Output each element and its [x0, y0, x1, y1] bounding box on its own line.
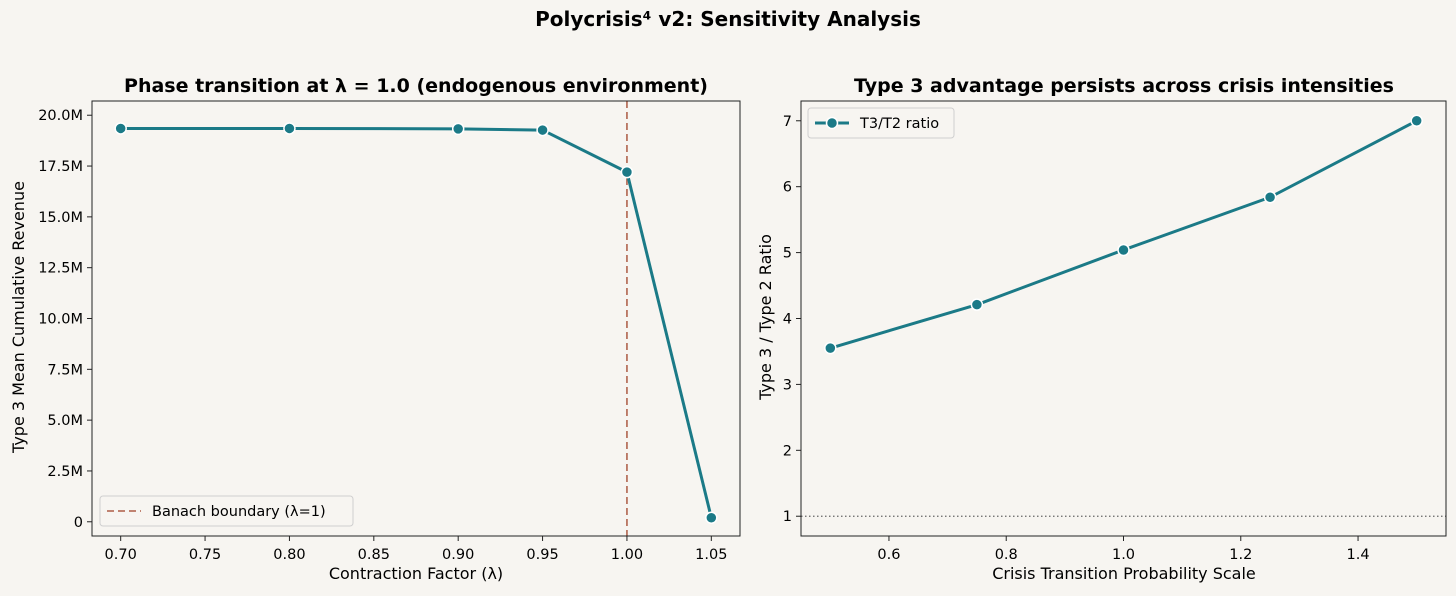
left-x-axis-label: Contraction Factor (λ) — [329, 564, 503, 583]
right-y-tick-label-0: 1 — [783, 509, 792, 525]
left-x-tick-label-3: 0.85 — [358, 547, 390, 563]
left-data-point-1 — [283, 122, 296, 135]
right-data-point-3 — [1263, 190, 1277, 204]
right-x-tick-label-2: 1.0 — [1112, 547, 1135, 563]
right-data-point-4 — [1410, 114, 1423, 128]
left-y-axis-label: Type 3 Mean Cumulative Revenue — [9, 181, 28, 454]
left-series-line-0 — [119, 126, 713, 520]
left-y-tick-label-2: 5.0M — [47, 413, 83, 429]
right-data-point-2 — [1117, 243, 1130, 257]
left-data-point-0 — [114, 122, 127, 135]
right-legend-box — [807, 107, 955, 139]
left-legend-box — [99, 495, 354, 527]
right-legend: T3/T2 ratio — [807, 107, 955, 139]
left-data-point-2 — [451, 122, 465, 136]
right-series-line-0 — [828, 119, 1419, 350]
left-y-tick-label-1: 2.5M — [47, 464, 83, 480]
figure-suptitle: Polycrisis⁴ v2: Sensitivity Analysis — [535, 7, 921, 31]
left-y-tick-label-7: 17.5M — [38, 159, 83, 175]
right-plot-area: 0.6 0.8 1.0 1.2 1.4 1 2 3 4 5 6 7 T3/T2 ratio — [783, 100, 1447, 563]
left-y-tick-label-3: 7.5M — [47, 362, 83, 378]
left-y-tick-label-4: 10.0M — [38, 312, 83, 328]
right-axes-frame — [800, 100, 1447, 537]
right-x-tick-label-1: 0.8 — [995, 547, 1018, 563]
left-x-tick-label-5: 0.95 — [526, 547, 558, 563]
right-x-axis-label: Crisis Transition Probability Scale — [992, 564, 1256, 583]
left-data-point-5 — [705, 511, 718, 524]
left-data-point-4 — [620, 165, 634, 179]
right-y-axis-label: Type 3 / Type 2 Ratio — [756, 234, 775, 401]
left-plot-area: 0.70 0.75 0.80 0.85 0.90 0.95 1.00 1.05 0 2.5M 5.0… — [38, 100, 741, 563]
left-x-tick-label-2: 0.80 — [273, 547, 305, 563]
left-x-tick-label-0: 0.70 — [105, 547, 137, 563]
left-y-tick-label-0: 0 — [74, 515, 83, 531]
right-chart-title: Type 3 advantage persists across crisis … — [854, 75, 1394, 97]
right-y-tick-label-1: 2 — [783, 443, 792, 459]
right-x-tick-label-4: 1.4 — [1347, 547, 1370, 563]
right-chart-panel: Type 3 advantage persists across crisis … — [756, 75, 1447, 583]
left-chart-title: Phase transition at λ = 1.0 (endogenous … — [124, 75, 708, 97]
right-legend-swatch-marker — [825, 116, 839, 130]
left-y-tick-label-8: 20.0M — [38, 108, 83, 124]
right-legend-label: T3/T2 ratio — [859, 116, 939, 132]
left-y-tick-label-5: 12.5M — [38, 261, 83, 277]
right-y-tick-label-3: 4 — [783, 312, 792, 328]
left-chart-panel: Phase transition at λ = 1.0 (endogenous … — [9, 75, 741, 583]
right-x-tick-label-3: 1.2 — [1229, 547, 1252, 563]
left-legend-label: Banach boundary (λ=1) — [152, 504, 326, 520]
left-legend: Banach boundary (λ=1) — [99, 495, 354, 527]
right-data-point-0 — [824, 341, 837, 355]
right-x-tick-label-0: 0.6 — [877, 547, 900, 563]
right-y-tick-label-5: 6 — [783, 180, 792, 196]
left-x-tick-label-4: 0.90 — [442, 547, 474, 563]
right-y-tick-label-4: 5 — [783, 246, 792, 262]
left-x-tick-label-6: 1.00 — [611, 547, 643, 563]
right-y-tick-label-2: 3 — [783, 377, 792, 393]
left-y-tick-label-6: 15.0M — [38, 210, 83, 226]
left-axes-frame — [91, 100, 741, 537]
right-y-tick-label-6: 7 — [783, 114, 792, 130]
left-data-point-3 — [536, 123, 549, 137]
left-x-tick-label-7: 1.05 — [695, 547, 727, 563]
right-data-point-1 — [970, 298, 984, 311]
left-x-tick-label-1: 0.75 — [189, 547, 221, 563]
